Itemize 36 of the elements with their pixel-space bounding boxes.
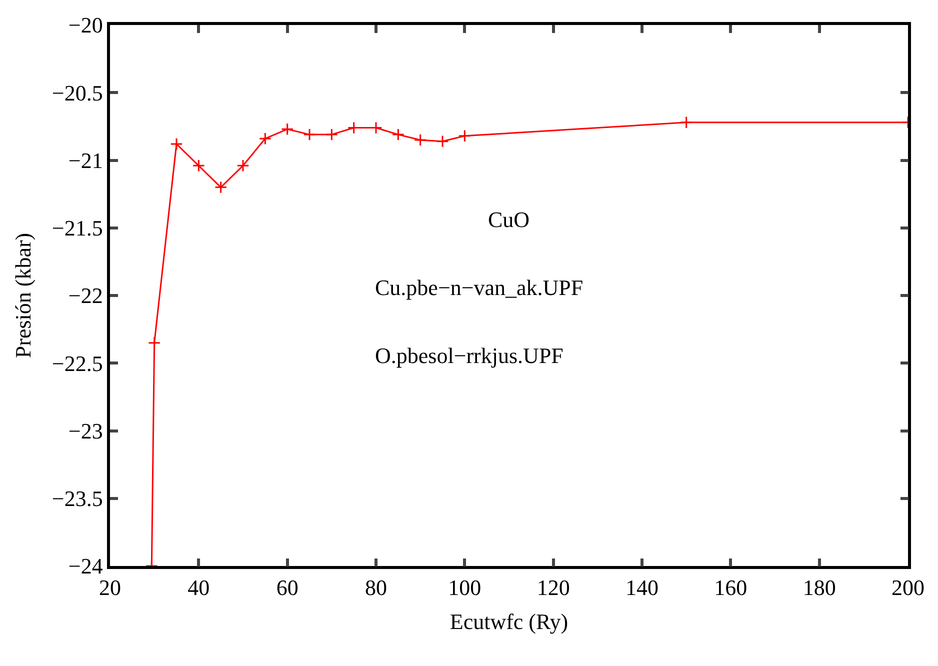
x-tick-label: 60 xyxy=(276,575,298,600)
point xyxy=(436,134,449,148)
x-tick-label: 120 xyxy=(536,575,570,600)
point xyxy=(303,128,316,141)
point xyxy=(680,116,693,129)
point xyxy=(458,130,472,142)
x-tick-label: 160 xyxy=(714,575,748,600)
y-tick-label: −23.5 xyxy=(52,486,103,512)
point xyxy=(192,159,206,172)
point xyxy=(214,180,228,194)
x-tick-label: 80 xyxy=(365,575,387,600)
x-tick-label: 40 xyxy=(188,575,210,600)
point xyxy=(392,128,405,141)
point xyxy=(325,128,338,141)
point xyxy=(258,132,272,145)
x-axis-title: Ecutwfc (Ry) xyxy=(450,609,568,634)
annotation: O.pbesol−rrkjus.UPF xyxy=(375,343,564,368)
point xyxy=(236,159,250,172)
y-tick-label: −21.5 xyxy=(52,216,103,241)
point xyxy=(148,336,161,350)
y-tick-label: −22 xyxy=(68,283,103,308)
x-tick-label: 140 xyxy=(626,575,658,600)
annotation: Cu.pbe−n−van_ak.UPF xyxy=(375,275,584,300)
point xyxy=(280,122,294,136)
x-tick-label: 180 xyxy=(802,575,836,600)
y-tick-label: −20 xyxy=(68,12,103,38)
y-tick-label: −23 xyxy=(68,418,103,444)
point xyxy=(170,138,183,150)
y-tick-label: −21 xyxy=(68,148,103,173)
annotation: CuO xyxy=(488,207,530,232)
y-tick-label: −20.5 xyxy=(52,80,103,106)
x-tick-label: 100 xyxy=(448,575,482,600)
point xyxy=(414,134,427,146)
y-tick-label: −22.5 xyxy=(52,350,103,376)
y-axis-title: Presión (kbar) xyxy=(10,232,36,358)
x-tick-label: 200 xyxy=(892,575,924,600)
